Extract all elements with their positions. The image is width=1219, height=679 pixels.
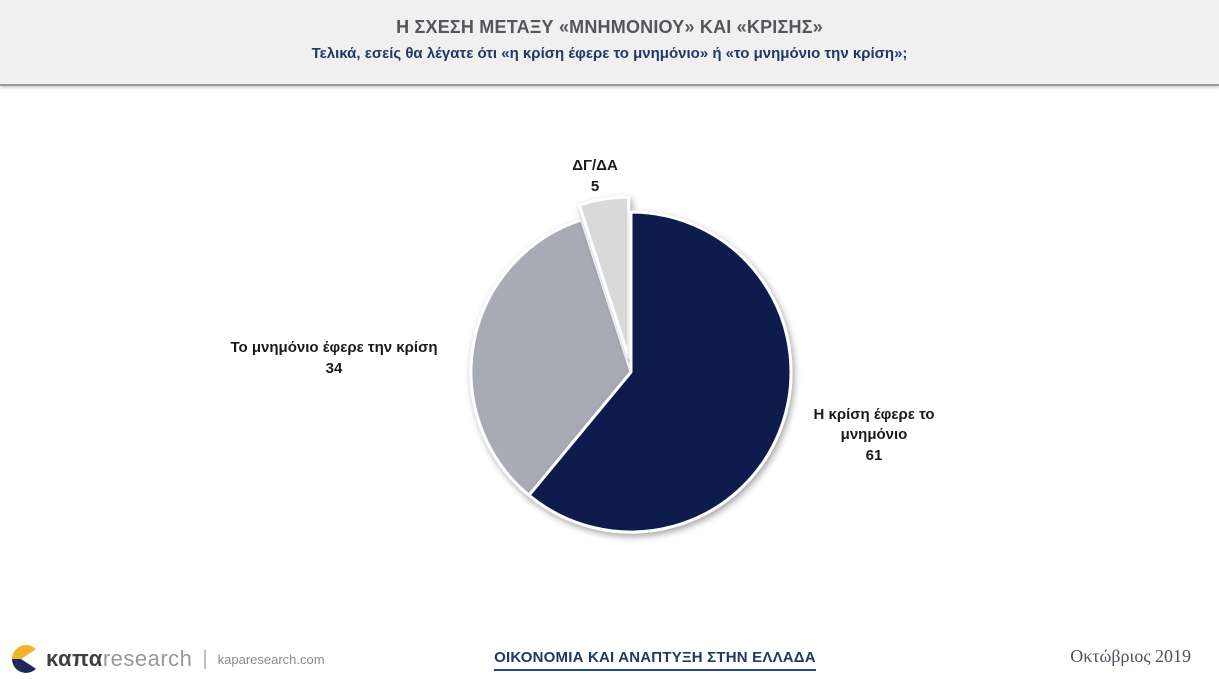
kapa-research-logo: καπα research | kaparesearch.com: [12, 645, 325, 673]
label-crisis-text: Η κρίση έφερε το μνημόνιο: [813, 406, 935, 443]
pie-slice-1: [469, 218, 633, 497]
label-memorandum-text: Το μνημόνιο έφερε την κρίση: [230, 339, 438, 356]
pie-slice-2: [577, 195, 631, 359]
slide-subtitle: Τελικά, εσείς θα λέγατε ότι «η κρίση έφε…: [311, 45, 908, 62]
label-dgda: ΔΓ/ΔΑ 5: [535, 156, 655, 197]
slide-footer: καπα research | kaparesearch.com ΟΙΚΟΝΟΜΙ…: [0, 627, 1219, 679]
logo-separator: |: [202, 647, 208, 670]
logo-wordmark-light: research: [102, 646, 193, 671]
footer-series-title-text: ΟΙΚΟΝΟΜΙΑ ΚΑΙ ΑΝΑΠΤΥΞΗ ΣΤΗΝ ΕΛΛΑΔΑ: [494, 649, 816, 671]
label-memorandum: Το μνημόνιο έφερε την κρίση 34: [174, 338, 494, 379]
footer-date: Οκτώβριος 2019: [1070, 646, 1191, 666]
kapa-logo-icon: [12, 645, 40, 673]
pie-slice-0: [527, 210, 793, 534]
label-memorandum-value: 34: [325, 360, 343, 377]
slide-header: Η ΣΧΕΣΗ ΜΕΤΑΞΥ «ΜΝΗΜΟΝΙΟΥ» ΚΑΙ «ΚΡΙΣΗΣ» …: [0, 0, 1219, 86]
label-crisis: Η κρίση έφερε το μνημόνιο 61: [794, 405, 954, 466]
label-dgda-value: 5: [590, 178, 600, 195]
label-crisis-value: 61: [865, 447, 883, 464]
slide-title: Η ΣΧΕΣΗ ΜΕΤΑΞΥ «ΜΝΗΜΟΝΙΟΥ» ΚΑΙ «ΚΡΙΣΗΣ»: [396, 17, 823, 37]
logo-wordmark-bold: καπα: [46, 646, 103, 671]
chart-area: ΔΓ/ΔΑ 5 Το μνημόνιο έφερε την κρίση 34 Η…: [0, 88, 1219, 627]
logo-website: kaparesearch.com: [217, 651, 325, 667]
label-dgda-text: ΔΓ/ΔΑ: [572, 157, 618, 174]
footer-series-title: ΟΙΚΟΝΟΜΙΑ ΚΑΙ ΑΝΑΠΤΥΞΗ ΣΤΗΝ ΕΛΛΑΔΑ: [445, 649, 865, 671]
pie-chart: [469, 195, 793, 534]
